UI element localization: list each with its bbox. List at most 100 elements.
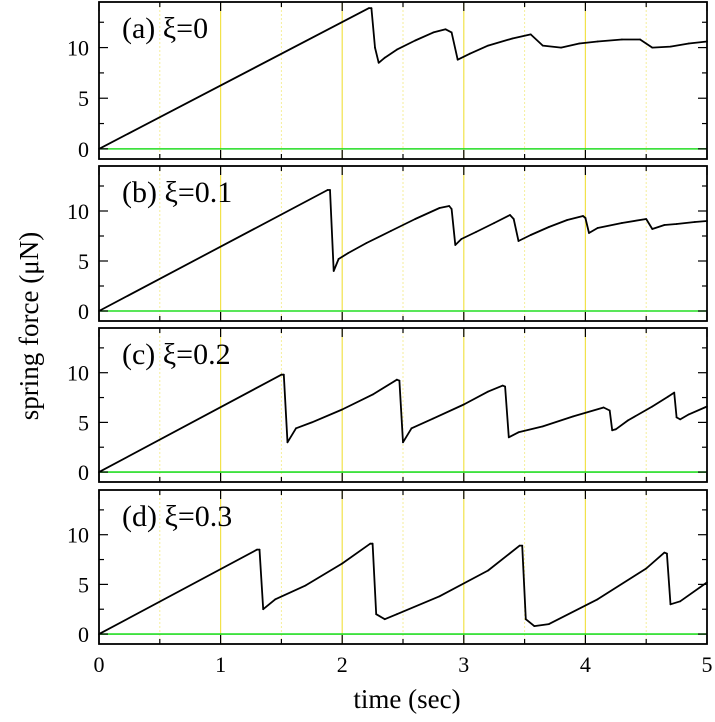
plot-frame <box>98 327 708 483</box>
data-point <box>274 598 277 601</box>
x-tick-label: 0 <box>94 652 105 677</box>
data-point <box>608 409 611 412</box>
data-point <box>450 208 453 210</box>
data-point <box>370 7 373 9</box>
data-point <box>438 595 441 598</box>
data-point <box>377 61 380 64</box>
data-point <box>548 623 550 625</box>
data-point <box>687 42 690 45</box>
data-point <box>396 613 398 616</box>
data-point <box>295 427 297 430</box>
data-point <box>462 403 465 406</box>
y-tick-label: 5 <box>78 86 89 111</box>
data-point <box>621 38 623 41</box>
data-point <box>687 413 690 416</box>
plot-frame <box>98 489 708 645</box>
data-point <box>414 218 417 220</box>
data-point <box>651 46 654 49</box>
data-point <box>541 425 544 428</box>
data-point <box>383 56 386 59</box>
data-point <box>511 37 514 40</box>
data-point <box>529 234 532 236</box>
data-point <box>602 406 605 409</box>
data-point <box>669 45 672 48</box>
data-point <box>651 405 654 408</box>
data-point <box>673 391 676 394</box>
data-point <box>450 31 453 34</box>
data-point <box>374 46 376 49</box>
data-point <box>365 242 368 244</box>
data-point <box>507 436 510 439</box>
data-point <box>533 625 536 627</box>
y-tick-label: 10 <box>67 199 89 224</box>
x-axis-title: time (sec) <box>353 684 460 714</box>
data-point <box>438 207 441 209</box>
data-point <box>639 38 641 41</box>
data-point <box>596 40 599 43</box>
data-point <box>286 441 289 444</box>
data-point <box>337 258 340 260</box>
data-point <box>666 552 668 555</box>
x-tick-label: 1 <box>215 652 226 677</box>
y-tick-label: 5 <box>78 249 89 274</box>
data-point <box>509 214 511 216</box>
data-point <box>518 544 521 547</box>
data-point <box>448 205 451 207</box>
data-point <box>584 217 587 219</box>
y-tick-label: 0 <box>78 137 89 162</box>
data-point <box>578 42 581 45</box>
data-point <box>663 224 666 226</box>
data-point <box>332 270 335 272</box>
data-point <box>432 31 435 34</box>
panel-b: 0 5 10 (b) ξ=0.1 <box>67 165 708 324</box>
data-point <box>560 46 562 49</box>
data-point <box>493 222 496 224</box>
data-point <box>414 39 417 42</box>
data-point <box>614 428 617 431</box>
data-point <box>475 231 477 233</box>
data-point <box>383 618 386 621</box>
y-tick-label: 10 <box>67 361 89 386</box>
data-point <box>645 567 648 570</box>
plot-frame <box>98 165 708 322</box>
panel-label: (d) ξ=0.3 <box>122 500 232 533</box>
data-point <box>326 189 329 191</box>
data-point <box>375 613 378 616</box>
data-point <box>341 408 344 411</box>
data-point <box>663 551 666 554</box>
x-tick-label: 4 <box>580 652 591 677</box>
data-point <box>517 431 520 434</box>
data-point <box>588 232 590 234</box>
y-tick-label: 10 <box>67 523 89 548</box>
x-tick-label: 2 <box>337 652 348 677</box>
data-point <box>368 7 370 9</box>
y-tick-label: 5 <box>78 572 89 597</box>
data-point <box>369 542 372 545</box>
panel-label: (b) ξ=0.1 <box>122 176 232 209</box>
x-tick-label: 5 <box>702 652 713 677</box>
data-point <box>566 219 569 221</box>
data-point <box>679 418 682 421</box>
panel-a: 0 5 10 (a) ξ=0 <box>67 1 708 162</box>
data-point <box>310 421 313 424</box>
data-point <box>487 569 489 572</box>
data-point <box>675 416 678 419</box>
data-point <box>572 415 575 418</box>
panel-c: 0 5 10 (c) ξ=0.2 <box>67 327 708 485</box>
data-point <box>256 548 258 551</box>
data-point <box>627 419 629 422</box>
data-point <box>402 441 404 444</box>
y-tick-label: 0 <box>78 622 89 647</box>
y-tick-label: 0 <box>78 299 89 324</box>
plot-frame <box>98 1 708 160</box>
panel-label: (a) ξ=0 <box>122 12 208 45</box>
data-point <box>444 28 447 31</box>
data-point <box>501 384 504 387</box>
data-point <box>645 218 648 220</box>
data-point <box>679 600 682 603</box>
data-point <box>456 58 459 61</box>
data-point <box>667 395 669 398</box>
data-point <box>454 244 457 246</box>
